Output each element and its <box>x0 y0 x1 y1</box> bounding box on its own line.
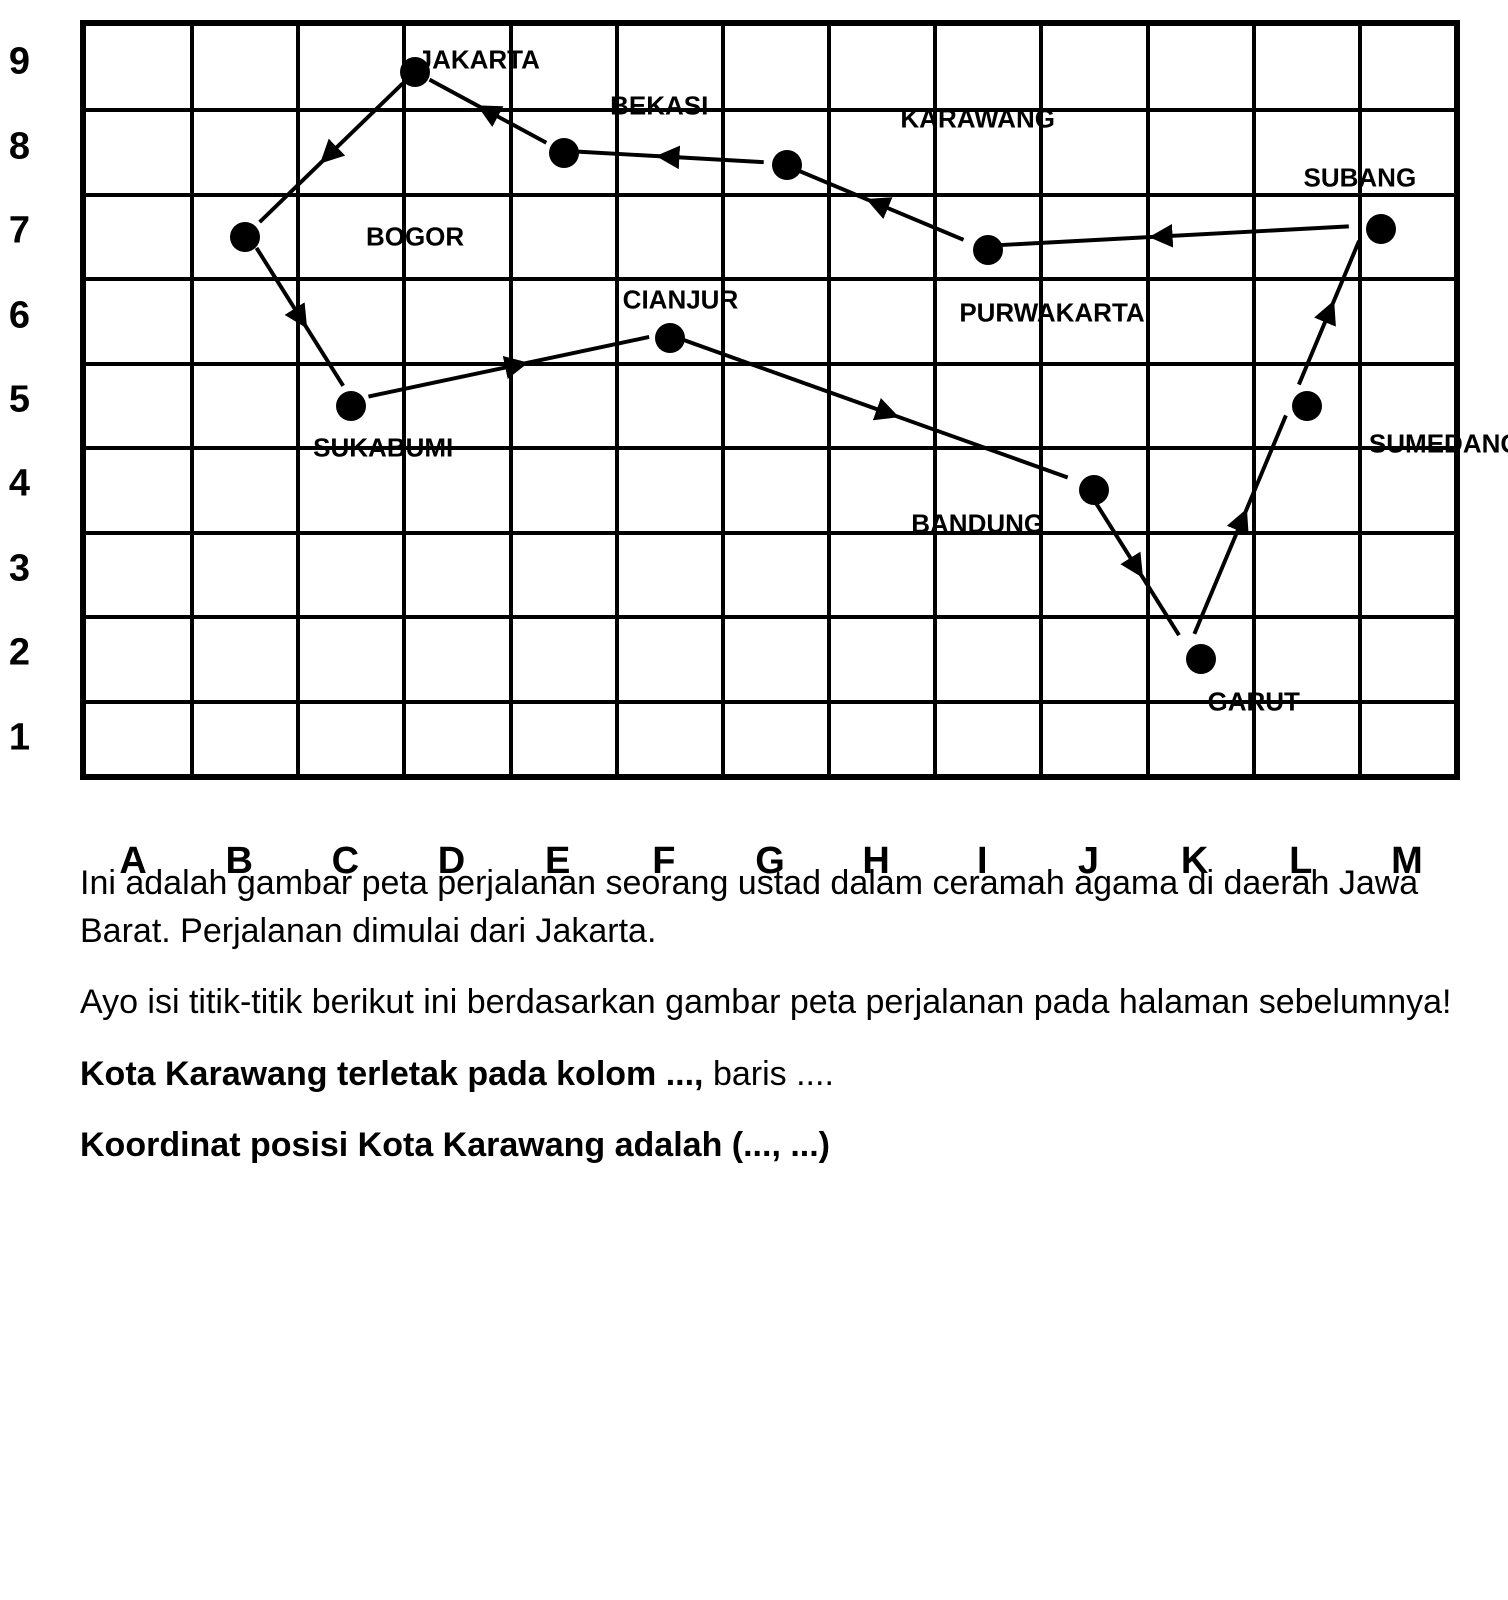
city-dot-sukabumi <box>336 391 366 421</box>
city-dot-sumedang <box>1292 391 1322 421</box>
y-axis-label: 6 <box>9 294 30 337</box>
route-arrows <box>86 26 1454 774</box>
x-axis-label: D <box>438 840 465 883</box>
city-label-karawang: KARAWANG <box>900 103 1055 134</box>
city-label-bandung: BANDUNG <box>911 509 1044 540</box>
city-label-bekasi: BEKASI <box>610 91 708 122</box>
x-axis-label: F <box>652 840 675 883</box>
x-axis-label: H <box>862 840 889 883</box>
y-axis-label: 1 <box>9 716 30 759</box>
x-axis-label: I <box>977 840 988 883</box>
city-dot-purwakarta <box>973 235 1003 265</box>
city-dot-garut <box>1186 644 1216 674</box>
city-label-sumedang: SUMEDANG <box>1369 429 1508 460</box>
city-label-cianjur: CIANJUR <box>623 285 739 316</box>
city-label-bogor: BOGOR <box>366 222 464 253</box>
map-chart: 123456789 JAKARTABEKASIKARAWANGBOGORSUBA… <box>80 20 1488 780</box>
y-axis-label: 8 <box>9 125 30 168</box>
city-dot-karawang <box>772 150 802 180</box>
x-axis-label: J <box>1078 840 1099 883</box>
x-axis-label: E <box>545 840 570 883</box>
city-dot-subang <box>1366 214 1396 244</box>
x-axis-label: B <box>225 840 252 883</box>
city-dot-cianjur <box>655 323 685 353</box>
city-dot-bogor <box>230 222 260 252</box>
y-axis-label: 9 <box>9 41 30 84</box>
x-axis-label: C <box>332 840 359 883</box>
coordinate-grid: JAKARTA BEKASI KARAWANG BOGOR SUBANG PURWAKAR… <box>80 20 1460 780</box>
city-dot-bandung <box>1079 475 1109 505</box>
y-axis-label: 7 <box>9 210 30 253</box>
question-line-2: Koordinat posisi Kota Karawang adalah (.… <box>80 1122 1460 1170</box>
x-axis-label: K <box>1181 840 1208 883</box>
city-dot-bekasi <box>549 138 579 168</box>
x-axis-label: L <box>1289 840 1312 883</box>
x-axis-label: A <box>119 840 146 883</box>
city-label-jakarta: JAKARTA <box>418 44 540 75</box>
y-axis-label: 4 <box>9 463 30 506</box>
question-text: Ini adalah gambar peta perjalanan seoran… <box>80 860 1460 1170</box>
city-label-subang: SUBANG <box>1304 163 1417 194</box>
x-axis-label: G <box>755 840 785 883</box>
city-label-purwakarta: PURWAKARTA <box>959 298 1144 329</box>
question-line-1: Kota Karawang terletak pada kolom ..., b… <box>80 1051 1460 1099</box>
intro-paragraph-2: Ayo isi titik-titik berikut ini berdasar… <box>80 979 1460 1027</box>
q1-suffix: baris .... <box>704 1055 834 1093</box>
q1-prefix: Kota Karawang terletak pada kolom ..., <box>80 1055 704 1093</box>
y-axis-label: 2 <box>9 632 30 675</box>
y-axis-label: 3 <box>9 547 30 590</box>
city-label-sukabumi: SUKABUMI <box>313 433 453 464</box>
x-axis-label: M <box>1391 840 1423 883</box>
y-axis-label: 5 <box>9 379 30 422</box>
city-label-garut: GARUT <box>1207 686 1299 717</box>
